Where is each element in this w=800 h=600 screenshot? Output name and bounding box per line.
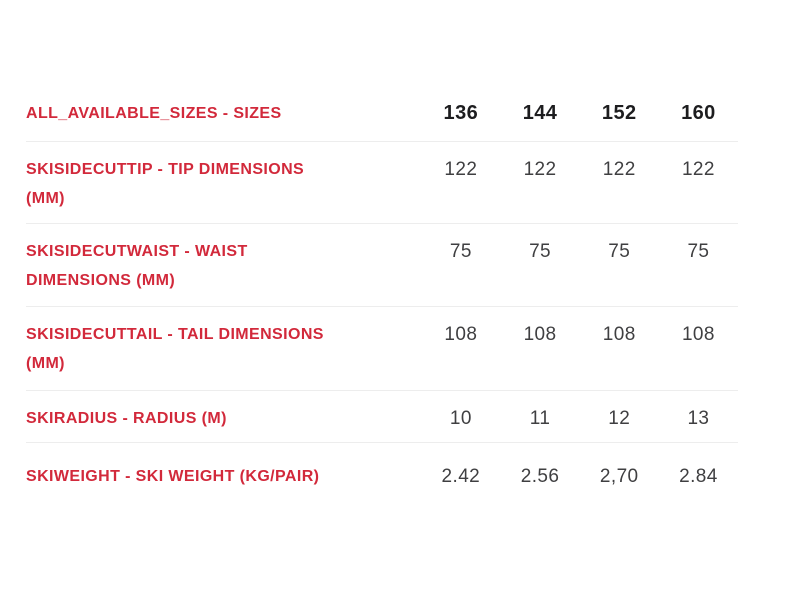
- spec-value: 108: [602, 324, 636, 345]
- size-value: 144: [522, 102, 558, 124]
- spec-label-line: DIMENSIONS (MM): [26, 272, 176, 289]
- spec-label-weight: SKIWEIGHT - SKI WEIGHT (KG/PAIR): [26, 462, 421, 491]
- spec-value: 75: [529, 241, 551, 262]
- spec-label-line: SKISIDECUTTAIL - TAIL DIMENSIONS: [26, 326, 324, 343]
- spec-label-tail: SKISIDECUTTAIL - TAIL DIMENSIONS (MM): [26, 320, 421, 378]
- spec-label-radius: SKIRADIUS - RADIUS (M): [26, 404, 421, 433]
- table-row-waist-dimensions: SKISIDECUTWAIST - WAIST DIMENSIONS (MM) …: [26, 224, 738, 307]
- spec-value: 122: [523, 159, 557, 180]
- spec-value: 12: [608, 408, 631, 429]
- spec-label-line: SKIWEIGHT - SKI WEIGHT (KG/PAIR): [26, 468, 320, 485]
- spec-value: 2.56: [520, 466, 560, 487]
- spec-value: 10: [449, 408, 472, 429]
- spec-value: 2.84: [679, 466, 718, 487]
- spec-value: 122: [444, 159, 478, 180]
- spec-value: 75: [687, 241, 710, 262]
- table-row-radius: SKIRADIUS - RADIUS (M) 10 11 12 13: [26, 391, 738, 443]
- spec-label-line: SKISIDECUTTIP - TIP DIMENSIONS: [26, 161, 305, 178]
- spec-label-sizes: ALL_AVAILABLE_SIZES - SIZES: [26, 99, 421, 128]
- spec-value: 75: [608, 241, 631, 262]
- spec-value: 122: [602, 159, 636, 180]
- spec-value: 75: [449, 241, 472, 262]
- table-header-row: ALL_AVAILABLE_SIZES - SIZES 136 144 152 …: [26, 86, 738, 142]
- spec-value: 2,70: [599, 466, 639, 487]
- ski-spec-table: ALL_AVAILABLE_SIZES - SIZES 136 144 152 …: [26, 86, 738, 505]
- spec-value: 11: [529, 408, 551, 429]
- spec-label-line: (MM): [26, 190, 65, 207]
- size-value: 136: [443, 102, 479, 124]
- spec-label-line: SKIRADIUS - RADIUS (M): [26, 410, 227, 427]
- spec-label-text: ALL_AVAILABLE_SIZES - SIZES: [26, 105, 282, 122]
- table-row-ski-weight: SKIWEIGHT - SKI WEIGHT (KG/PAIR) 2.42 2.…: [26, 443, 738, 505]
- spec-value: 13: [687, 408, 710, 429]
- spec-value: 108: [523, 324, 557, 345]
- spec-label-tip: SKISIDECUTTIP - TIP DIMENSIONS (MM): [26, 155, 421, 213]
- spec-value: 108: [444, 324, 478, 345]
- size-value: 152: [601, 102, 637, 124]
- spec-label-line: (MM): [26, 355, 65, 372]
- spec-value: 122: [681, 159, 715, 180]
- spec-label-waist: SKISIDECUTWAIST - WAIST DIMENSIONS (MM): [26, 237, 421, 295]
- size-value: 160: [681, 102, 716, 124]
- spec-value: 2.42: [441, 466, 481, 487]
- spec-label-line: SKISIDECUTWAIST - WAIST: [26, 243, 248, 260]
- spec-value: 108: [681, 324, 715, 345]
- table-row-tip-dimensions: SKISIDECUTTIP - TIP DIMENSIONS (MM) 122 …: [26, 142, 738, 224]
- table-row-tail-dimensions: SKISIDECUTTAIL - TAIL DIMENSIONS (MM) 10…: [26, 307, 738, 391]
